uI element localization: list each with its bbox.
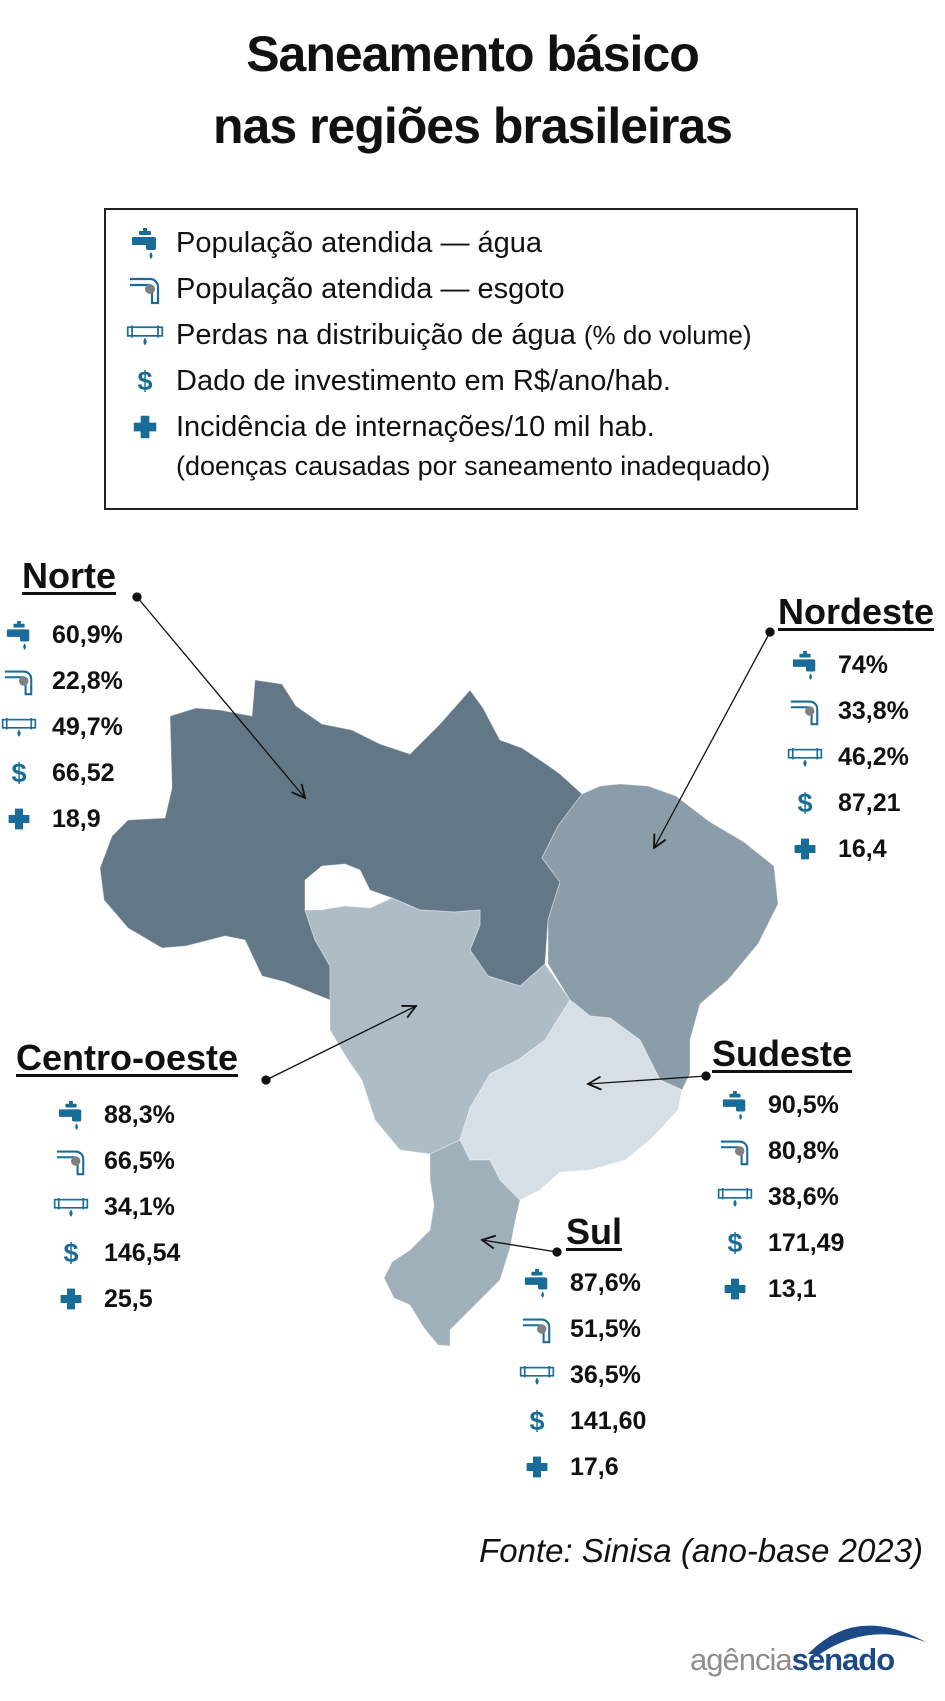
legend-item-sewage: População atendida — esgoto: [126, 272, 565, 306]
stat-losses: 38,6%: [716, 1174, 844, 1220]
legend-item-hospitalizations: Incidência de internações/10 mil hab.: [126, 410, 655, 444]
dollar-icon: $: [63, 1237, 79, 1268]
stat-investment: $171,49: [716, 1220, 844, 1266]
legend-label: População atendida — água: [176, 227, 543, 259]
cross-icon: [518, 1447, 556, 1487]
stat-hospitalizations: 13,1: [716, 1266, 844, 1312]
legend-subnote: (doenças causadas por saneamento inadequ…: [176, 451, 771, 481]
legend-label: Incidência de internações/10 mil hab.: [176, 411, 655, 443]
cross-icon: [786, 829, 824, 869]
region-name-norte: Norte: [22, 555, 117, 596]
legend-box: População atendida — água População aten…: [104, 208, 858, 510]
dollar-icon: $: [727, 1227, 743, 1258]
stat-investment: $87,21: [786, 780, 909, 826]
cross-icon: [716, 1269, 754, 1309]
title-line-2: nas regiões brasileiras: [213, 98, 733, 154]
sewage-pipe-icon: [0, 661, 38, 701]
region-stats-centro-oeste: 88,3% 66,5% 34,1% $146,54 25,5: [52, 1092, 180, 1322]
pointer-sul: [482, 1240, 558, 1253]
region-stats-sul: 87,6% 51,5% 36,5% $141,60 17,6: [518, 1260, 646, 1490]
pointer-nordeste: [654, 631, 771, 848]
water-tap-icon: [0, 615, 38, 655]
stat-water: 74%: [786, 642, 909, 688]
region-name-nordeste: Nordeste: [778, 591, 935, 632]
stat-hospitalizations: 16,4: [786, 826, 909, 872]
sewage-pipe-icon: [518, 1309, 556, 1349]
stat-losses: 34,1%: [52, 1184, 180, 1230]
leaking-pipe-icon: [786, 737, 824, 777]
water-tap-icon: [52, 1095, 90, 1135]
source-note: Fonte: Sinisa (ano-base 2023): [479, 1532, 923, 1569]
water-tap-icon: [518, 1263, 556, 1303]
stat-sewage: 51,5%: [518, 1306, 646, 1352]
legend-label: População atendida — esgoto: [176, 273, 565, 305]
region-stats-norte: 60,9% 22,8% 49,7% $66,52 18,9: [0, 612, 123, 842]
stat-losses: 46,2%: [786, 734, 909, 780]
pointer-dot-sul: [552, 1247, 562, 1257]
region-name-centro-oeste: Centro-oeste: [16, 1037, 239, 1078]
stat-losses: 49,7%: [0, 704, 123, 750]
logo-text-agencia: agência: [690, 1642, 793, 1677]
region-stats-nordeste: 74% 33,8% 46,2% $87,21 16,4: [786, 642, 909, 872]
region-shape-norte: [99, 679, 583, 1001]
legend-note: (% do volume): [583, 320, 752, 350]
dollar-icon: $: [137, 366, 153, 396]
pointer-norte: [136, 596, 305, 798]
leaking-pipe-icon: [518, 1355, 556, 1395]
stat-sewage: 33,8%: [786, 688, 909, 734]
stat-water: 88,3%: [52, 1092, 180, 1138]
agencia-senado-logo: agênciasenado: [690, 1612, 930, 1682]
region-name-sul: Sul: [566, 1211, 623, 1252]
page-title: Saneamento básico nas regiões brasileira…: [0, 18, 945, 162]
logo-text-senado: senado: [791, 1642, 896, 1677]
legend-label: Perdas na distribuição de água: [176, 319, 576, 351]
stat-hospitalizations: 17,6: [518, 1444, 646, 1490]
stat-sewage: 66,5%: [52, 1138, 180, 1184]
legend-item-investment: $ Dado de investimento em R$/ano/hab.: [126, 364, 671, 398]
pointer-dot-norte: [132, 592, 142, 602]
stat-hospitalizations: 25,5: [52, 1276, 180, 1322]
stat-losses: 36,5%: [518, 1352, 646, 1398]
region-shape-sudeste: [459, 999, 683, 1201]
region-name-sudeste: Sudeste: [712, 1033, 853, 1074]
leaking-pipe-icon: [0, 707, 38, 747]
dollar-icon: $: [11, 757, 27, 788]
sewage-pipe-icon: [716, 1131, 754, 1171]
stat-investment: $66,52: [0, 750, 123, 796]
leaking-pipe-icon: [52, 1187, 90, 1227]
title-line-1: Saneamento básico: [246, 26, 700, 82]
stat-water: 87,6%: [518, 1260, 646, 1306]
stat-water: 60,9%: [0, 612, 123, 658]
dollar-icon: $: [797, 787, 813, 818]
dollar-icon: $: [529, 1405, 545, 1436]
stat-sewage: 80,8%: [716, 1128, 844, 1174]
water-tap-icon: [716, 1085, 754, 1125]
pointer-sudeste: [588, 1075, 707, 1084]
region-shape-nordeste: [541, 783, 779, 1091]
logo-arc-icon: [808, 1625, 926, 1654]
stat-sewage: 22,8%: [0, 658, 123, 704]
region-shape-sul: [383, 1139, 521, 1347]
pointer-centro-oeste: [265, 1006, 416, 1081]
cross-icon: [0, 799, 38, 839]
pointer-dot-sudeste: [701, 1071, 711, 1081]
pointer-dot-centro-oeste: [261, 1075, 271, 1085]
legend-item-losses: Perdas na distribuição de água (% do vol…: [126, 318, 752, 352]
legend-item-water: População atendida — água: [126, 226, 542, 260]
water-tap-icon: [786, 645, 824, 685]
leaking-pipe-icon: [716, 1177, 754, 1217]
sewage-pipe-icon: [52, 1141, 90, 1181]
legend-label: Dado de investimento em R$/ano/hab.: [176, 365, 671, 397]
stat-investment: $146,54: [52, 1230, 180, 1276]
region-stats-sudeste: 90,5% 80,8% 38,6% $171,49 13,1: [716, 1082, 844, 1312]
stat-investment: $141,60: [518, 1398, 646, 1444]
stat-water: 90,5%: [716, 1082, 844, 1128]
cross-icon: [52, 1279, 90, 1319]
stat-hospitalizations: 18,9: [0, 796, 123, 842]
pointer-dot-nordeste: [765, 627, 775, 637]
sewage-pipe-icon: [786, 691, 824, 731]
